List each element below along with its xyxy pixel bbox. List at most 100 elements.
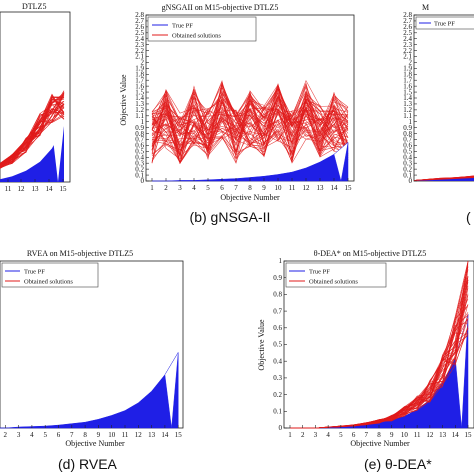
panel-c-axes xyxy=(413,14,474,182)
y-tick-label: 2.2 xyxy=(403,47,412,55)
y-tick-label: 1.5 xyxy=(403,88,412,96)
y-tick-label: 0.3 xyxy=(403,159,412,167)
obtained-solution-line xyxy=(151,85,349,161)
true-pf-band xyxy=(0,125,64,182)
y-tick-label: 0.1 xyxy=(403,171,412,179)
x-tick-label: 2 xyxy=(301,431,305,439)
obtained-solution-line xyxy=(0,108,65,165)
x-tick-label: 12 xyxy=(18,185,26,193)
x-tick-label: 9 xyxy=(390,431,394,439)
panel-e-plot xyxy=(290,260,469,429)
y-tick-label: 1 xyxy=(141,118,145,126)
y-tick-label: 2.1 xyxy=(403,53,412,61)
y-tick-label: 2.3 xyxy=(135,41,144,49)
panel-c-yticks: 00.10.20.30.40.50.60.70.80.911.11.21.31.… xyxy=(403,11,417,185)
x-tick-label: 15 xyxy=(175,431,183,439)
y-tick-label: 0.9 xyxy=(135,124,144,132)
panel-c-legend-true-pf: True PF xyxy=(434,21,455,28)
y-tick-label: 1.2 xyxy=(135,106,144,114)
x-tick-label: 7 xyxy=(70,431,74,439)
obtained-solution-line xyxy=(151,111,349,154)
y-tick-label: 0.1 xyxy=(273,408,282,416)
obtained-solution-line xyxy=(151,85,349,158)
panel-e-ylabel: Objective Value xyxy=(257,319,266,371)
y-tick-label: 1.9 xyxy=(135,65,144,73)
panel-d-xlabel: Objective Number xyxy=(65,439,125,448)
y-tick-label: 0.5 xyxy=(135,148,144,156)
obtained-solution-line xyxy=(0,93,65,166)
panel-a: DTLZ5 11 12 13 14 15 xyxy=(0,2,71,193)
panel-b-xlabel: Objective Number xyxy=(220,193,280,202)
y-tick-label: 0.5 xyxy=(403,148,412,156)
y-tick-label: 2.7 xyxy=(403,17,412,25)
obtained-solution-line xyxy=(0,103,65,167)
obtained-solution-line xyxy=(151,87,349,162)
true-pf-band xyxy=(414,178,474,181)
obtained-solution-line xyxy=(151,107,349,160)
panel-e-caption: (e) θ-DEA* xyxy=(364,456,432,472)
x-tick-label: 13 xyxy=(148,431,156,439)
x-tick-label: 13 xyxy=(32,185,40,193)
y-tick-label: 0.5 xyxy=(273,341,282,349)
x-tick-label: 8 xyxy=(248,184,252,192)
y-tick-label: 1.9 xyxy=(403,65,412,73)
panel-d-legend-obtained: Obtained solutions xyxy=(24,279,73,286)
panel-b-ylabel: Objective Value xyxy=(119,74,128,126)
x-tick-label: 14 xyxy=(46,185,54,193)
y-tick-label: 2.7 xyxy=(135,17,144,25)
x-tick-label: 11 xyxy=(5,185,12,193)
y-tick-label: 0.3 xyxy=(273,374,282,382)
x-tick-label: 7 xyxy=(234,184,238,192)
x-tick-label: 3 xyxy=(178,184,182,192)
panel-b-legend-true-pf: True PF xyxy=(172,23,193,30)
y-tick-label: 0.7 xyxy=(135,136,144,144)
y-tick-label: 2.1 xyxy=(135,53,144,61)
obtained-solution-line xyxy=(0,97,65,167)
obtained-solution-line xyxy=(151,97,349,154)
y-tick-label: 2.6 xyxy=(403,23,412,31)
true-pf-band-notch xyxy=(333,141,349,182)
x-tick-label: 6 xyxy=(220,184,224,192)
panel-c: M 00.10.20.30.40.50.60.70.80.911.11.21.3… xyxy=(403,3,474,225)
y-tick-label: 2 xyxy=(409,59,413,67)
obtained-solution-line xyxy=(413,176,474,181)
y-tick-label: 2.2 xyxy=(135,47,144,55)
obtained-solution-line xyxy=(151,94,349,164)
y-tick-label: 1.8 xyxy=(403,70,412,78)
panel-c-title: M xyxy=(422,3,429,12)
panel-a-title: DTLZ5 xyxy=(22,2,46,11)
obtained-solution-line xyxy=(151,90,349,157)
y-tick-label: 0.6 xyxy=(273,324,282,332)
y-tick-label: 0.6 xyxy=(135,142,144,150)
panel-e: θ-DEA* on M15-objective DTLZ5 0 0.1 0.2 0.3… xyxy=(257,249,474,472)
y-tick-label: 2 xyxy=(141,59,145,67)
x-tick-label: 11 xyxy=(122,431,129,439)
panel-b-legend: True PF Obtained solutions xyxy=(147,16,257,42)
panel-d-plot xyxy=(0,351,179,429)
y-tick-label: 0.7 xyxy=(403,136,412,144)
obtained-solution-line xyxy=(151,83,349,158)
y-tick-label: 1 xyxy=(409,118,413,126)
panel-b-title: gNSGAII on M15-objective DTLZ5 xyxy=(162,3,279,12)
y-tick-label: 1.8 xyxy=(135,70,144,78)
x-tick-label: 3 xyxy=(314,431,318,439)
panel-d-caption: (d) RVEA xyxy=(58,456,118,472)
panel-b: gNSGAII on M15-objective DTLZ5 00.10.20.… xyxy=(119,3,355,225)
panel-e-yticks: 0 0.1 0.2 0.3 0.4 0.5 0.6 0.7 0.8 0.9 1 xyxy=(273,257,287,432)
y-tick-label: 1.1 xyxy=(403,112,412,120)
x-tick-label: 15 xyxy=(60,185,68,193)
obtained-solution-line xyxy=(0,96,65,167)
obtained-solution-line xyxy=(151,89,349,144)
obtained-solution-line xyxy=(151,91,349,154)
y-tick-label: 1.2 xyxy=(403,106,412,114)
x-tick-label: 5 xyxy=(43,431,47,439)
x-tick-label: 1 xyxy=(288,431,292,439)
y-tick-label: 0.4 xyxy=(135,153,144,161)
y-tick-label: 1.6 xyxy=(135,82,144,90)
x-tick-label: 13 xyxy=(317,184,325,192)
x-tick-label: 14 xyxy=(331,184,339,192)
panel-b-caption: (b) gNSGA-II xyxy=(190,209,271,225)
panel-e-title: θ-DEA* on M15-objective DTLZ5 xyxy=(314,249,426,258)
panel-d-legend: True PF Obtained solutions xyxy=(1,262,99,288)
x-tick-label: 12 xyxy=(303,184,311,192)
